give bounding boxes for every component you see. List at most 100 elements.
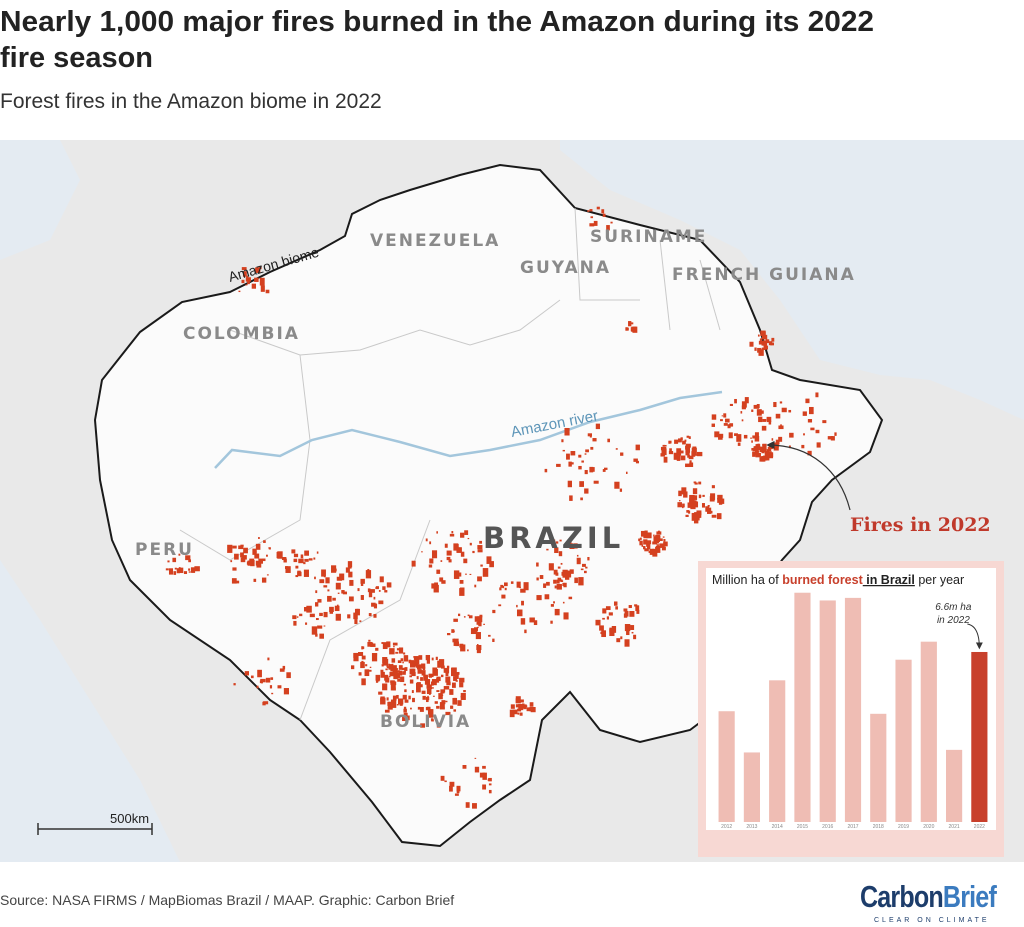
fire-spot xyxy=(319,579,325,584)
fire-spot xyxy=(342,591,347,595)
fire-spot xyxy=(477,576,482,582)
fire-spot xyxy=(439,577,444,582)
fire-spot xyxy=(752,449,756,452)
fire-spot xyxy=(479,614,483,618)
fire-spot xyxy=(453,618,458,622)
fire-spot xyxy=(402,671,406,675)
fire-spot xyxy=(685,451,690,456)
fire-spot xyxy=(689,503,695,507)
fire-spot xyxy=(313,557,316,560)
fire-spot xyxy=(241,267,247,271)
fire-spot xyxy=(459,682,464,688)
fire-spot xyxy=(361,678,366,686)
fire-spot xyxy=(509,709,515,718)
fire-spot xyxy=(830,436,835,441)
fire-spot xyxy=(539,575,544,579)
fire-spot xyxy=(265,289,270,294)
fire-spot xyxy=(426,684,432,689)
fire-spot xyxy=(283,688,290,695)
fire-spot xyxy=(693,492,696,494)
fire-spot xyxy=(685,445,690,450)
subtitle: Forest fires in the Amazon biome in 2022 xyxy=(0,90,382,113)
fire-spot xyxy=(165,568,169,571)
fire-spot xyxy=(260,678,266,683)
fire-spot xyxy=(469,542,472,546)
fire-spot xyxy=(285,566,291,573)
fire-spot xyxy=(282,665,286,670)
fire-spot xyxy=(590,216,594,219)
fire-spot xyxy=(397,672,403,676)
fire-spot xyxy=(240,544,244,547)
fire-spot xyxy=(316,551,319,554)
fire-spot xyxy=(631,328,636,332)
fire-spot xyxy=(389,671,394,677)
fire-spot xyxy=(822,420,827,424)
fire-spot xyxy=(382,642,388,650)
fire-spot xyxy=(350,665,355,670)
fire-spot xyxy=(816,442,821,448)
fire-spot xyxy=(440,689,445,694)
fire-spot xyxy=(729,423,734,427)
fire-spot xyxy=(515,704,520,708)
fire-spot xyxy=(754,347,757,351)
fire-spot xyxy=(188,568,191,571)
fire-spot xyxy=(456,671,460,675)
fire-spot xyxy=(827,436,834,440)
fire-spot xyxy=(628,321,632,327)
fire-spot xyxy=(563,612,569,620)
fire-spot xyxy=(568,461,572,467)
fire-spot xyxy=(678,438,682,443)
fire-spot xyxy=(464,530,469,535)
fire-spot xyxy=(452,670,456,675)
fire-spot xyxy=(589,223,595,227)
fire-spot xyxy=(749,341,754,347)
fire-spot xyxy=(446,665,450,669)
fire-spot xyxy=(483,623,485,625)
fire-spot xyxy=(764,453,768,457)
fire-spot xyxy=(467,537,470,540)
fire-spot xyxy=(620,636,623,640)
fire-spot xyxy=(251,283,257,289)
fire-spot xyxy=(317,625,323,629)
fire-spot xyxy=(516,604,518,608)
fire-spot xyxy=(402,714,408,722)
fire-spot xyxy=(584,570,587,574)
fire-spot xyxy=(682,503,685,508)
fire-spot xyxy=(445,672,449,677)
fire-spot xyxy=(440,560,443,562)
fire-spot xyxy=(766,451,772,458)
fire-spot xyxy=(452,697,458,705)
fire-spot xyxy=(300,554,304,559)
fire-spot xyxy=(753,404,760,409)
fire-spot xyxy=(488,777,492,782)
fire-spot xyxy=(689,460,692,464)
fire-spot xyxy=(308,558,313,561)
fire-spot xyxy=(378,691,383,695)
fire-spot xyxy=(271,692,274,695)
fire-spot xyxy=(424,679,431,685)
fire-spot xyxy=(689,462,694,468)
logo: CarbonBrief xyxy=(860,879,997,914)
fire-spot xyxy=(685,514,689,517)
fire-spot xyxy=(520,588,526,593)
fire-spot xyxy=(568,596,573,600)
fire-spot xyxy=(232,567,237,571)
fire-spot xyxy=(311,626,318,635)
fire-spot xyxy=(333,568,337,572)
fire-spot xyxy=(578,465,582,470)
fire-spot xyxy=(379,576,384,583)
fire-spot xyxy=(323,625,326,627)
fire-spot xyxy=(736,434,742,442)
fire-spot xyxy=(329,611,334,614)
fire-spot xyxy=(707,504,710,507)
fire-spot xyxy=(422,666,426,671)
fire-spot xyxy=(489,561,494,568)
fire-spot xyxy=(465,802,470,808)
fire-spot xyxy=(404,690,407,692)
fire-spot xyxy=(398,665,403,670)
fire-spot xyxy=(579,481,584,487)
fire-spot xyxy=(529,702,534,707)
fire-spot xyxy=(555,572,559,576)
fire-spot xyxy=(381,642,384,644)
